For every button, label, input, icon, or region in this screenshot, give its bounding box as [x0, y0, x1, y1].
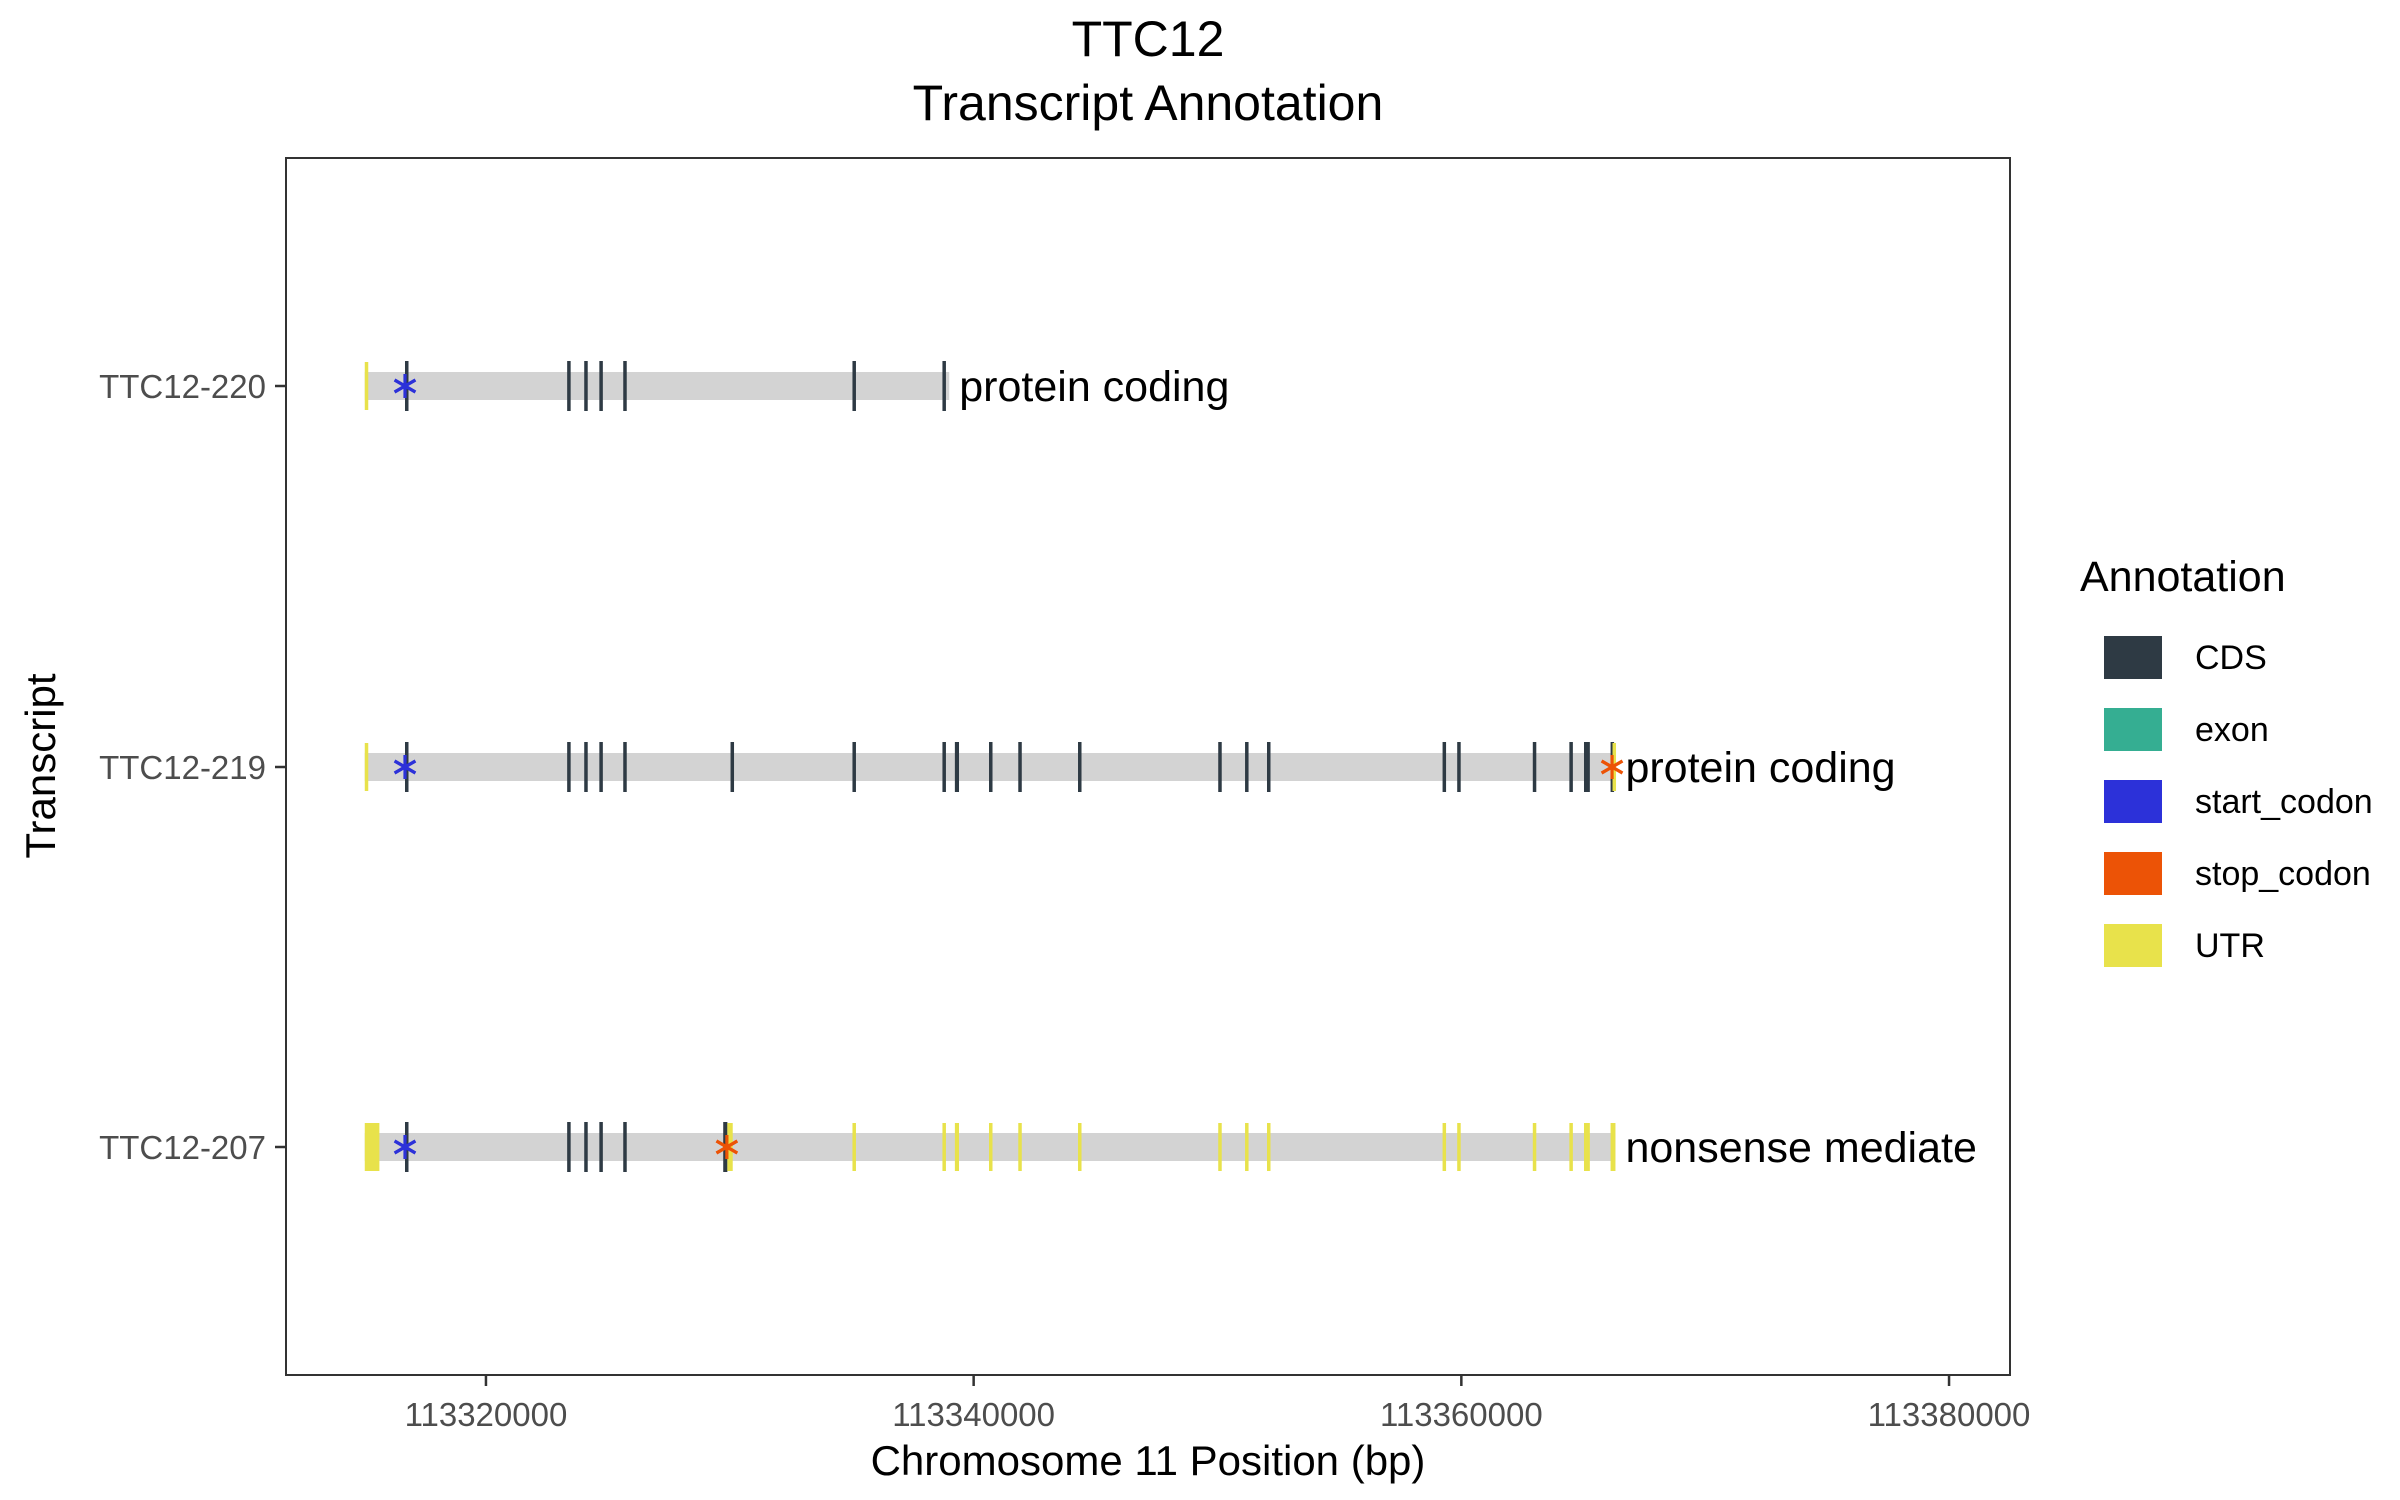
cds-block — [942, 742, 946, 792]
transcript-track: protein coding — [364, 742, 1896, 792]
cds-block — [942, 361, 946, 411]
plot-panel: protein coding protein coding nonsense med… — [285, 157, 2011, 1376]
transcript-biotype-label: nonsense mediate — [1625, 1124, 1976, 1172]
legend-label: CDS — [2195, 639, 2267, 677]
stop-codon-marker — [1600, 755, 1624, 779]
cds-block — [1442, 742, 1447, 792]
legend-item: UTR — [2104, 924, 2265, 967]
cds-block — [599, 1122, 603, 1172]
utr-block — [1457, 1123, 1461, 1171]
y-axis: TTC12-220 TTC12-219 TTC12-207 — [99, 368, 286, 1166]
transcript-track: nonsense mediate — [364, 1122, 1977, 1172]
transcript-track: protein coding — [364, 361, 1229, 411]
cds-block — [1218, 742, 1222, 792]
transcript-backbone — [364, 372, 950, 400]
cds-block — [1018, 742, 1022, 792]
utr-block — [1569, 1123, 1573, 1171]
utr-block — [1532, 1123, 1537, 1171]
cds-block — [1457, 742, 1461, 792]
utr-block — [1018, 1123, 1022, 1171]
utr-block — [364, 743, 369, 791]
legend-label: UTR — [2195, 927, 2265, 965]
x-tick-label: 113320000 — [405, 1396, 568, 1433]
utr-block — [1442, 1123, 1447, 1171]
utr-block — [1078, 1123, 1082, 1171]
cds-block — [567, 1122, 571, 1172]
cds-block — [584, 1122, 588, 1172]
utr-block — [852, 1123, 856, 1171]
cds-block — [1078, 742, 1082, 792]
cds-block — [1245, 742, 1249, 792]
utr-block — [364, 1123, 380, 1171]
utr-block — [989, 1123, 993, 1171]
start-codon-marker — [393, 1135, 417, 1159]
cds-block — [1266, 742, 1271, 792]
y-axis-title: Transcript — [17, 673, 64, 858]
legend-swatch — [2104, 852, 2162, 895]
chart-title: TTC12 — [1072, 11, 1225, 67]
y-tick-label: TTC12-220 — [99, 368, 266, 405]
chart-subtitle: Transcript Annotation — [913, 75, 1384, 131]
x-tick-label: 113360000 — [1380, 1396, 1543, 1433]
legend-label: start_codon — [2195, 783, 2373, 821]
legend-title: Annotation — [2080, 553, 2286, 601]
legend-label: stop_codon — [2195, 855, 2371, 893]
y-tick-label: TTC12-219 — [99, 749, 266, 786]
legend: Annotation CDS exon start_codon stop_codon U… — [2080, 553, 2373, 967]
start-codon-marker — [393, 755, 417, 779]
cds-block — [989, 742, 993, 792]
cds-block — [852, 742, 856, 792]
legend-swatch — [2104, 780, 2162, 823]
start-codon-marker — [393, 374, 417, 398]
transcript-biotype-label: protein coding — [959, 363, 1229, 411]
y-tick-label: TTC12-207 — [99, 1129, 266, 1166]
cds-block — [1583, 742, 1590, 792]
utr-block — [1266, 1123, 1271, 1171]
utr-block — [942, 1123, 946, 1171]
cds-block — [567, 742, 571, 792]
cds-block — [623, 742, 627, 792]
cds-block — [584, 742, 588, 792]
cds-block — [1532, 742, 1537, 792]
cds-block — [599, 361, 603, 411]
cds-block — [623, 1122, 627, 1172]
legend-items: CDS exon start_codon stop_codon UTR — [2104, 636, 2373, 967]
cds-block — [584, 361, 588, 411]
legend-item: CDS — [2104, 636, 2267, 679]
cds-block — [730, 742, 735, 792]
x-tick-label: 113380000 — [1868, 1396, 2031, 1433]
stop-codon-marker — [715, 1135, 739, 1159]
legend-swatch — [2104, 924, 2162, 967]
legend-swatch — [2104, 708, 2162, 751]
legend-swatch — [2104, 636, 2162, 679]
cds-block — [1569, 742, 1573, 792]
legend-label: exon — [2195, 711, 2269, 749]
legend-item: exon — [2104, 708, 2269, 751]
utr-block — [1583, 1123, 1590, 1171]
x-tick-label: 113340000 — [892, 1396, 1055, 1433]
utr-block — [954, 1123, 960, 1171]
cds-block — [599, 742, 603, 792]
transcript-biotype-label: protein coding — [1625, 744, 1895, 792]
cds-block — [567, 361, 571, 411]
utr-block — [364, 362, 369, 410]
legend-item: start_codon — [2104, 780, 2373, 823]
cds-block — [852, 361, 856, 411]
cds-block — [623, 361, 627, 411]
x-axis-title: Chromosome 11 Position (bp) — [871, 1437, 1426, 1484]
utr-block — [1245, 1123, 1249, 1171]
transcript-tracks: protein coding protein coding nonsense med… — [364, 361, 1977, 1172]
utr-block — [1610, 1123, 1616, 1171]
x-axis: 113320000 113340000 113360000 113380000 — [405, 1375, 2031, 1433]
legend-item: stop_codon — [2104, 852, 2371, 895]
cds-block — [954, 742, 960, 792]
utr-block — [1218, 1123, 1222, 1171]
